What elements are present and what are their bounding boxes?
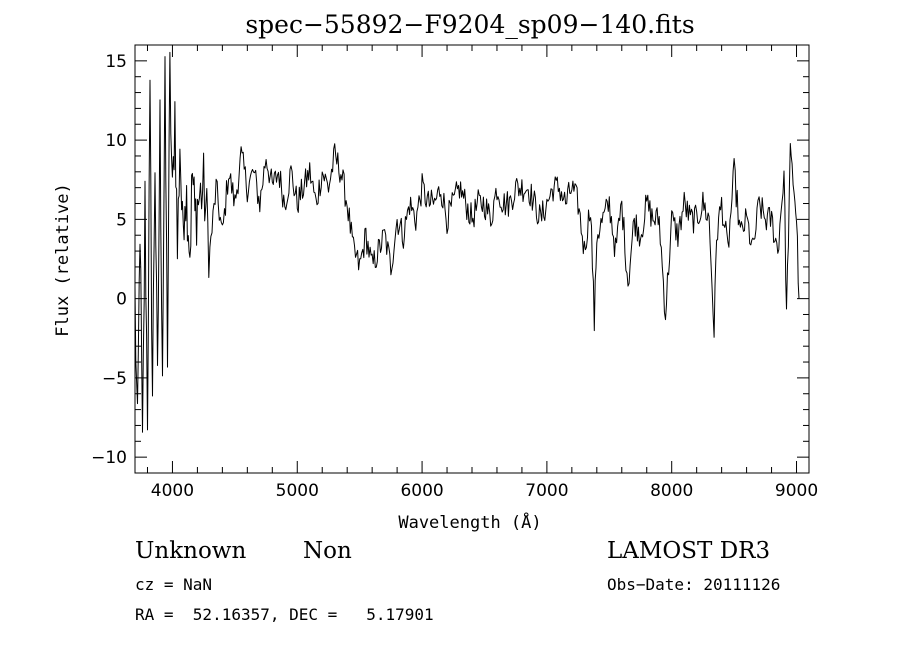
axis-tick-labels: 4000 5000 6000 7000 8000 9000 −10 −5 0 5 10 15	[91, 52, 818, 501]
x-axis-label: Wavelength (Å)	[398, 511, 541, 533]
plot-frame	[134, 44, 810, 474]
y-tick-label: −5	[102, 369, 127, 389]
y-tick-label: −10	[91, 448, 127, 468]
y-tick-label: 15	[105, 52, 127, 72]
chart-title: spec−55892−F9204_sp09−140.fits	[245, 10, 694, 39]
x-tick-label: 6000	[400, 481, 443, 501]
redshift-text: cz = NaN	[135, 575, 213, 594]
ra-dec-text: RA = 52.16357, DEC = 5.17901	[135, 605, 434, 624]
axis-ticks	[135, 44, 809, 474]
y-tick-label: 5	[116, 210, 127, 230]
survey-label: LAMOST DR3	[607, 538, 771, 564]
x-tick-label: 9000	[775, 481, 818, 501]
y-axis-label: Flux (relative)	[53, 183, 73, 337]
x-tick-label: 5000	[276, 481, 319, 501]
obs-date-text: Obs−Date: 20111126	[607, 575, 781, 594]
x-tick-label: 4000	[151, 481, 194, 501]
x-tick-label: 7000	[525, 481, 568, 501]
x-tick-label: 8000	[650, 481, 693, 501]
flux-series-line	[134, 51, 800, 433]
y-tick-label: 10	[105, 131, 127, 151]
y-tick-label: 0	[116, 290, 127, 310]
object-class-label: Unknown	[135, 538, 247, 564]
object-subclass-label: Non	[303, 538, 352, 564]
